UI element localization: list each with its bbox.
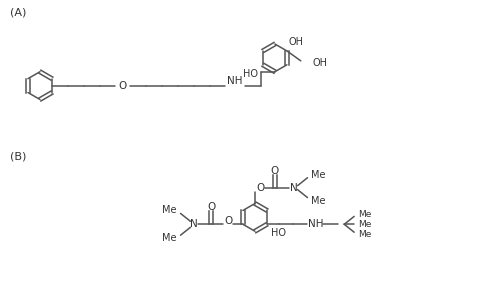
Text: O: O — [224, 216, 232, 226]
Text: O: O — [118, 81, 126, 91]
Text: O: O — [257, 183, 265, 193]
Text: (A): (A) — [10, 7, 26, 17]
Text: O: O — [207, 202, 216, 212]
Text: O: O — [270, 166, 279, 176]
Text: Me: Me — [312, 170, 326, 180]
Text: Me: Me — [358, 230, 372, 239]
Text: Me: Me — [162, 206, 176, 215]
Text: Me: Me — [312, 196, 326, 206]
Text: OH: OH — [289, 37, 304, 47]
Text: OH: OH — [312, 58, 328, 68]
Text: Me: Me — [358, 210, 372, 219]
Text: NH: NH — [308, 219, 324, 229]
Text: Me: Me — [358, 220, 372, 229]
Text: HO: HO — [243, 69, 258, 79]
Text: (B): (B) — [10, 152, 26, 162]
Text: N: N — [190, 219, 198, 229]
Text: Me: Me — [162, 233, 176, 243]
Text: NH: NH — [226, 76, 242, 85]
Text: HO: HO — [272, 228, 286, 238]
Text: N: N — [290, 183, 298, 193]
